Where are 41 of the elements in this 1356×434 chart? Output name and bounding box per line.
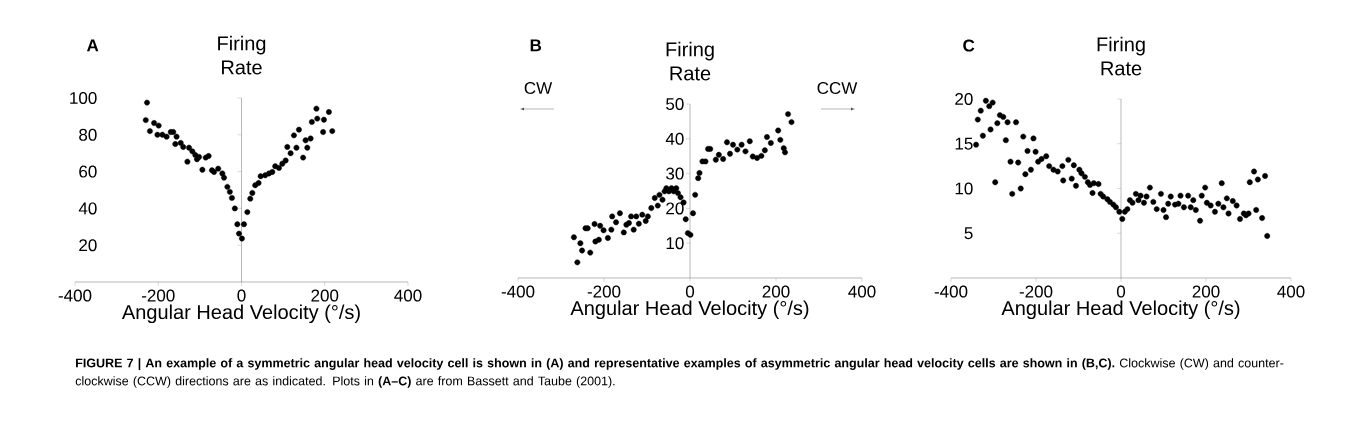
x-axis-title: Angular Head Velocity (°/s) xyxy=(1001,300,1240,320)
x-tick-label: 400 xyxy=(1277,285,1305,298)
x-tick-label: -400 xyxy=(501,285,535,298)
x-tick-label: 400 xyxy=(848,285,876,298)
x-tick-label: -200 xyxy=(1019,285,1053,298)
y-tick-label: 40 xyxy=(665,132,684,145)
y-tick-label: 30 xyxy=(666,167,684,180)
y-tick-label: 20 xyxy=(79,239,97,252)
x-tick-label: 400 xyxy=(394,289,422,302)
text: A xyxy=(86,39,99,52)
y-tick-label: 15 xyxy=(955,137,973,150)
y-axis-title: Firing Rate xyxy=(1097,36,1145,76)
y-tick-label: 60 xyxy=(79,165,97,178)
x-tick-label: 200 xyxy=(311,289,339,302)
x-tick-label: 0 xyxy=(237,289,246,302)
text: CW xyxy=(524,81,553,95)
text: C xyxy=(963,39,975,52)
x-tick-label: -400 xyxy=(934,285,968,298)
y-tick-label: 20 xyxy=(955,92,973,106)
x-tick-label: -200 xyxy=(587,285,621,298)
y-tick-label: 40 xyxy=(78,202,97,215)
x-tick-label: 200 xyxy=(762,285,790,298)
y-axis-title: Firing Rate xyxy=(666,41,714,81)
y-tick-label: 20 xyxy=(666,202,684,215)
x-tick-label: 0 xyxy=(1116,285,1126,298)
y-tick-label: 50 xyxy=(666,97,684,111)
y-tick-label: 5 xyxy=(964,227,973,240)
y-tick-label: 10 xyxy=(955,182,973,195)
text: B xyxy=(530,39,542,52)
y-tick-label: 100 xyxy=(70,91,97,105)
y-tick-label: 10 xyxy=(666,237,684,250)
y-tick-label: 80 xyxy=(79,128,97,141)
text: FIGURE 7 | An example of a symmetric angular head velocity cell is shown in (A) and representative examples of asymmetric angular head velocity cells are shown in (B,C). Clockwise (CW) and counter-clockwise (CCW) directions are as indicated. Plots in (A–C) are from Bassett and Taube (2001). xyxy=(75,358,1284,388)
x-tick-label: -200 xyxy=(141,289,175,302)
x-axis-title: Angular Head Velocity (°/s) xyxy=(570,300,809,320)
x-axis-title: Angular Head Velocity (°/s) xyxy=(121,304,360,324)
x-tick-label: -400 xyxy=(58,289,92,302)
text: CCW xyxy=(817,81,858,95)
y-axis-title: Firing Rate xyxy=(218,35,266,75)
x-tick-label: 200 xyxy=(1192,285,1220,298)
x-tick-label: 0 xyxy=(685,285,695,298)
